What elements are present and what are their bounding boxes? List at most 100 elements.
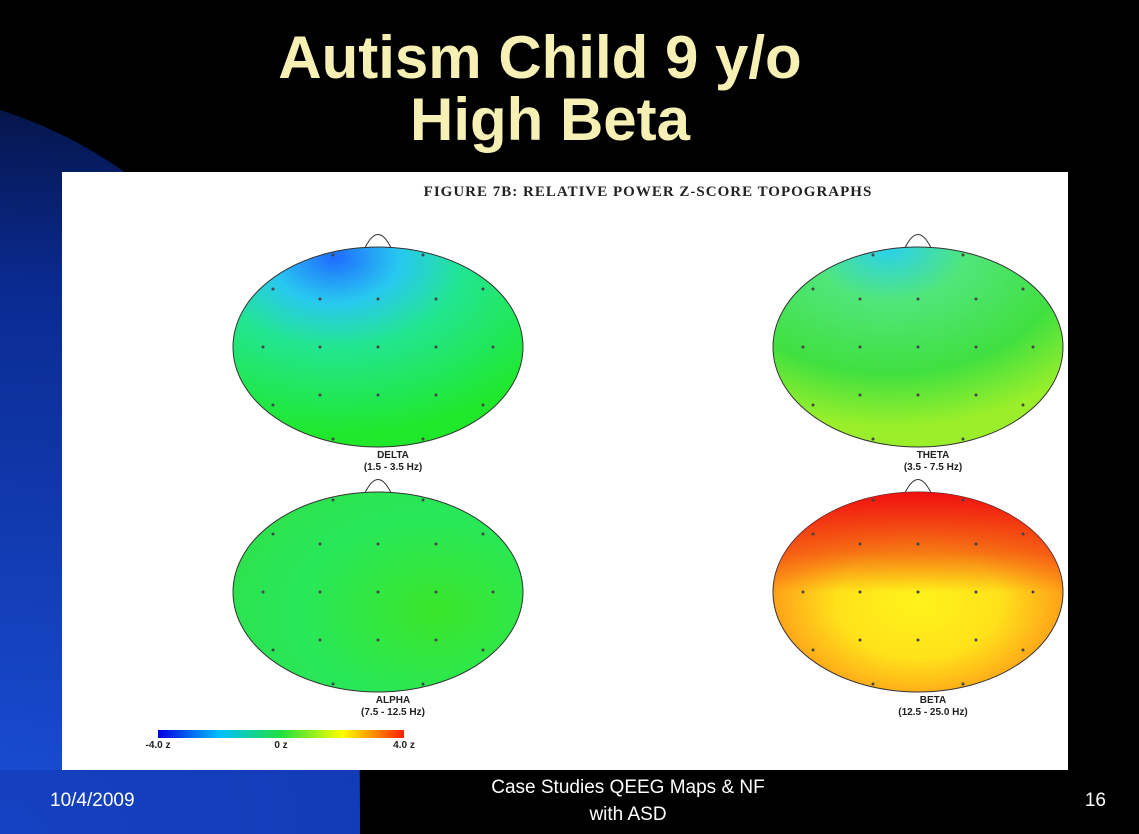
electrode [961,253,965,257]
map-band: DELTA [377,450,409,461]
electrode [961,682,965,686]
electrode [271,287,275,291]
electrode [271,403,275,407]
electrode [916,297,920,301]
electrode [916,393,920,397]
electrode [1021,287,1025,291]
electrode [318,297,322,301]
electrode [871,437,875,441]
electrode [376,638,380,642]
electrode [434,590,438,594]
footer-date: 10/4/2009 [50,790,135,811]
colorbar-label: 4.0 z [393,740,415,751]
footer-band [0,770,360,834]
electrode [331,437,335,441]
electrode [916,590,920,594]
electrode [811,287,815,291]
electrode [961,498,965,502]
electrode [801,345,805,349]
electrode [858,542,862,546]
electrode [421,253,425,257]
electrode [331,498,335,502]
electrode [858,345,862,349]
electrode [916,345,920,349]
electrode [318,638,322,642]
electrode [1021,403,1025,407]
electrode [858,297,862,301]
electrode [491,590,495,594]
nose [363,479,393,496]
footer-text: with ASD [588,804,666,825]
topographs: DELTA(1.5 - 3.5 Hz) THETA(3.5 - 7.5 Hz) AL… [232,234,1064,718]
electrode [434,297,438,301]
electrode [1031,590,1035,594]
footer-text: Case Studies QEEG Maps & NF [491,777,765,798]
electrode [376,297,380,301]
electrode [916,638,920,642]
electrode [974,345,978,349]
figure-title: FIGURE 7B: RELATIVE POWER Z-SCORE TOPOGR… [424,184,873,200]
map-band: BETA [920,695,946,706]
electrode [271,648,275,652]
electrode [261,345,265,349]
electrode [1021,532,1025,536]
electrode [434,345,438,349]
electrode [376,542,380,546]
title-line: High Beta [410,86,691,153]
electrode [421,437,425,441]
electrode [421,498,425,502]
electrode [434,393,438,397]
electrode [331,253,335,257]
nose [903,234,933,251]
electrode [858,638,862,642]
map-band: ALPHA [376,695,410,706]
electrode [811,403,815,407]
electrode [376,393,380,397]
electrode [974,590,978,594]
electrode [318,345,322,349]
electrode [916,542,920,546]
electrode [974,393,978,397]
electrode [481,648,485,652]
electrode [481,287,485,291]
colorbar [158,730,404,738]
electrode [858,590,862,594]
electrode [871,682,875,686]
electrode [421,682,425,686]
electrode [811,532,815,536]
electrode [1031,345,1035,349]
electrode [434,542,438,546]
nose [363,234,393,251]
electrode [871,498,875,502]
electrode [331,682,335,686]
electrode [811,648,815,652]
electrode [1021,648,1025,652]
electrode [974,542,978,546]
electrode [871,253,875,257]
electrode [318,393,322,397]
electrode [961,437,965,441]
map-band: THETA [917,450,950,461]
electrode [434,638,438,642]
electrode [376,345,380,349]
electrode [271,532,275,536]
electrode [491,345,495,349]
electrode [801,590,805,594]
electrode [974,638,978,642]
electrode [261,590,265,594]
electrode [481,532,485,536]
electrode [481,403,485,407]
title-line: Autism Child 9 y/o [278,24,801,91]
electrode [318,542,322,546]
map-range: (7.5 - 12.5 Hz) [361,707,425,718]
electrode [974,297,978,301]
map-range: (1.5 - 3.5 Hz) [364,462,422,473]
electrode [858,393,862,397]
colorbar-label: 0 z [274,740,287,751]
map-range: (12.5 - 25.0 Hz) [898,707,967,718]
page-number: 16 [1085,790,1106,811]
map-range: (3.5 - 7.5 Hz) [904,462,962,473]
nose [903,479,933,496]
colorbar-label: -4.0 z [145,740,170,751]
